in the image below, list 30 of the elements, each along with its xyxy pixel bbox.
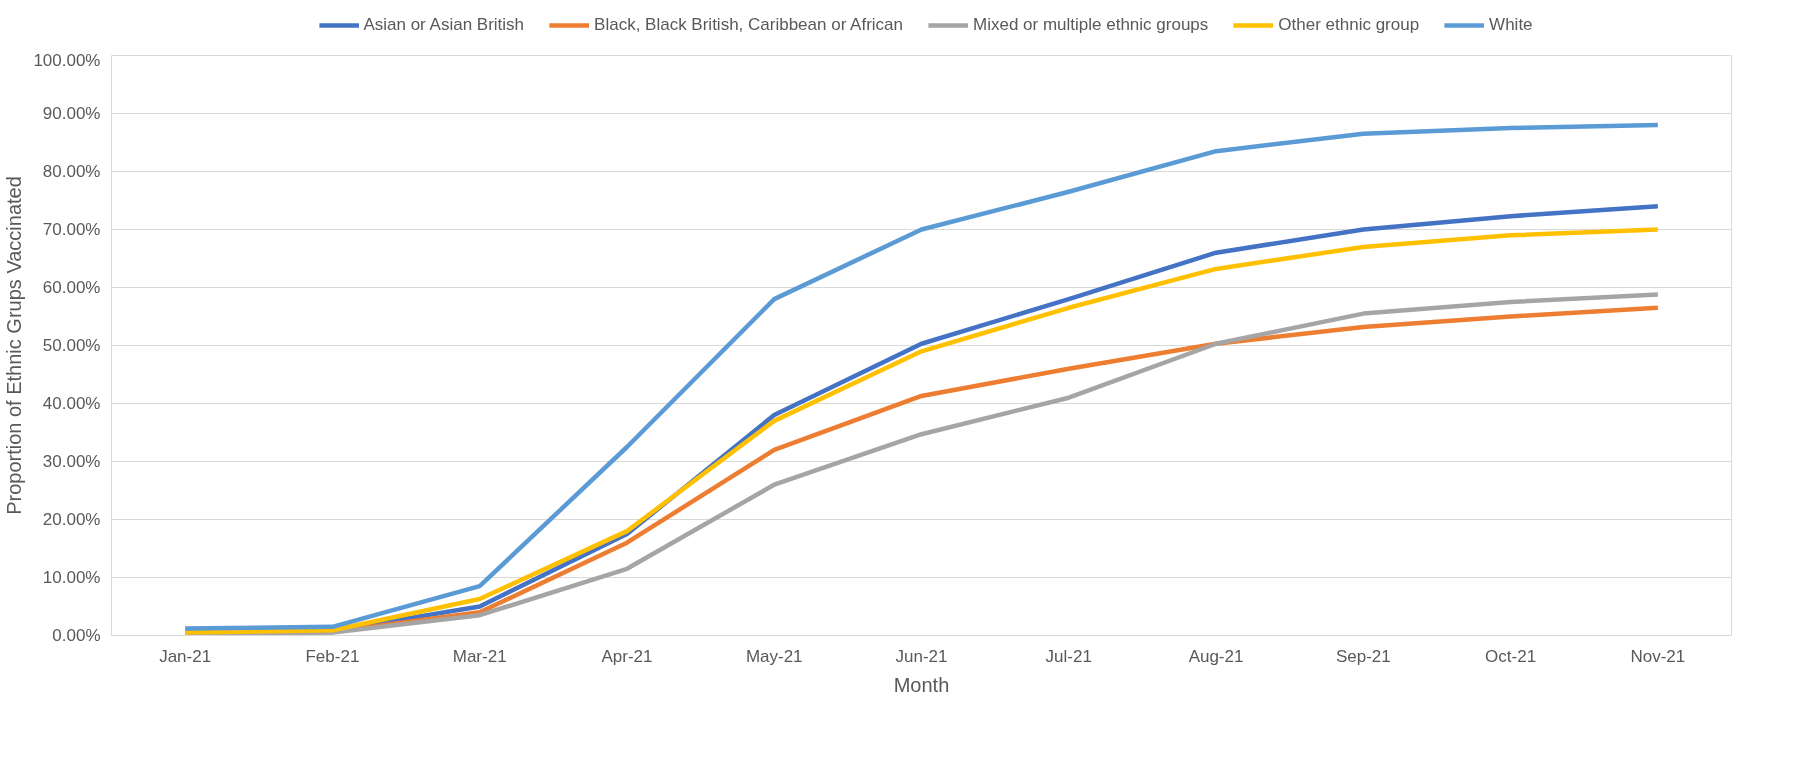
y-tick-label: 70.00% (42, 220, 101, 239)
x-tick-label: Aug-21 (1188, 646, 1244, 666)
x-tick-label: Apr-21 (601, 646, 653, 666)
y-tick-label: 40.00% (42, 394, 101, 413)
x-tick-label: Sep-21 (1335, 646, 1391, 666)
y-tick-label: 90.00% (42, 104, 101, 123)
line-series (182, 122, 1661, 631)
x-axis-title: Month (893, 673, 950, 696)
x-tick-label: Feb-21 (305, 646, 360, 666)
x-tick-label: Jul-21 (1045, 646, 1092, 666)
x-tick-label: Mar-21 (452, 646, 507, 666)
y-tick-label: 0.00% (52, 626, 101, 645)
y-tick-label: 50.00% (42, 336, 101, 355)
legend-label: Asian or Asian British (363, 15, 525, 35)
x-tick-label: Oct-21 (1485, 646, 1537, 666)
y-tick-label: 10.00% (42, 568, 101, 587)
legend-label: Mixed or multiple ethnic groups (973, 15, 1209, 35)
legend-label: Black, Black British, Caribbean or African (594, 15, 904, 35)
y-tick-label: 30.00% (42, 452, 101, 471)
x-tick-label: Jun-21 (895, 646, 948, 666)
y-tick-label: 20.00% (42, 510, 101, 529)
y-tick-label: 100.00% (33, 50, 101, 70)
x-tick-label: Jan-21 (159, 646, 212, 666)
y-tick-label: 60.00% (42, 278, 101, 297)
legend-label: White (1489, 15, 1533, 35)
y-tick-label: 80.00% (42, 162, 101, 181)
x-tick-label: May-21 (745, 646, 803, 666)
y-axis-title: Proportion of Ethnic Grups Vaccinated (3, 176, 26, 515)
x-tick-label: Nov-21 (1630, 646, 1686, 666)
legend-label: Other ethnic group (1278, 15, 1420, 35)
